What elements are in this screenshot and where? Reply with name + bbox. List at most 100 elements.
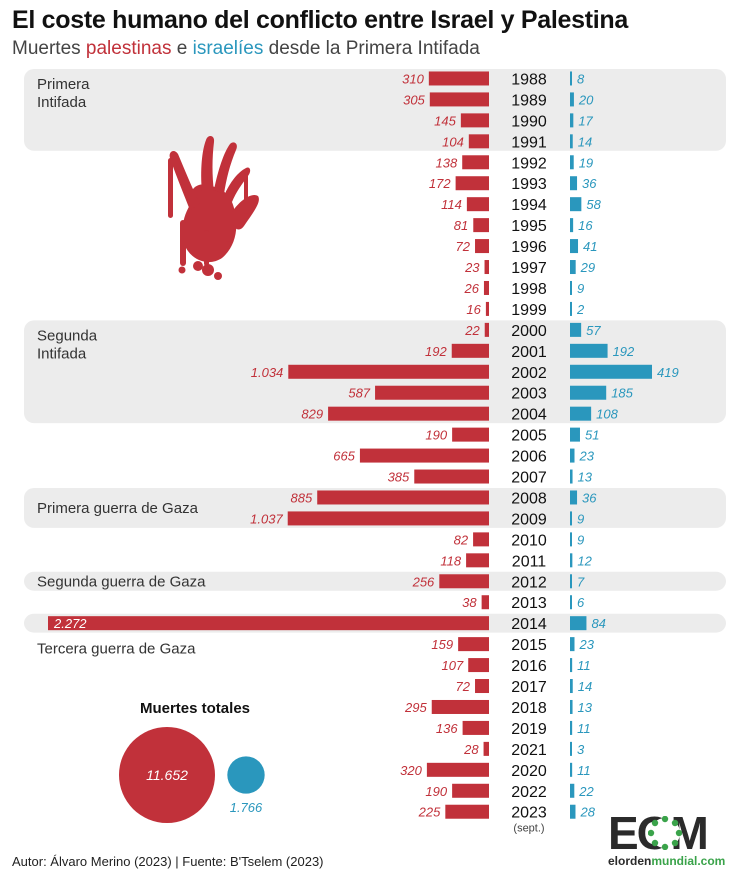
palestinian-bar (484, 260, 489, 275)
year-label: 1994 (511, 197, 547, 214)
palestinian-value-label: 310 (402, 71, 424, 86)
period-label: Primera Intifada (37, 76, 90, 111)
palestinian-bar (426, 762, 489, 777)
israeli-value-label: 3 (577, 742, 585, 757)
israeli-value-label: 36 (582, 176, 597, 191)
period-label-line: Intifada (37, 94, 87, 111)
palestinian-value-label: 1.037 (250, 511, 283, 526)
israeli-value-label: 12 (577, 553, 592, 568)
palestinian-value-label: 665 (333, 449, 355, 464)
israeli-bar (570, 783, 575, 798)
palestinian-value-label: 136 (436, 721, 458, 736)
year-note: (sept.) (513, 823, 544, 835)
period-label-line: Primera guerra de Gaza (37, 500, 199, 517)
palestinian-bar (475, 239, 489, 254)
logo-site-right: mundial.com (651, 854, 726, 868)
palestinian-bar (452, 783, 489, 798)
palestinian-value-label: 385 (388, 470, 410, 485)
israeli-value-label: 419 (657, 365, 679, 380)
palestinian-value-label: 114 (441, 197, 462, 212)
palestinian-value-label: 172 (429, 176, 451, 191)
palestinian-bar (288, 364, 489, 379)
period-label: Segunda Intifada (37, 327, 98, 362)
israeli-value-label: 192 (613, 344, 635, 359)
year-label: 1997 (511, 260, 547, 277)
israeli-value-label: 11 (577, 658, 591, 673)
palestinian-value-label: 190 (425, 428, 447, 443)
israeli-bar (570, 553, 573, 568)
palestinian-value-label: 305 (403, 92, 425, 107)
israeli-value-label: 2 (576, 302, 585, 317)
palestinian-value-label: 118 (440, 553, 461, 568)
israeli-value-label: 41 (583, 239, 597, 254)
year-label: 1991 (511, 134, 547, 151)
year-label: 2017 (511, 679, 547, 696)
palestinian-value-label: 1.034 (251, 365, 284, 380)
year-label: 1999 (511, 302, 547, 319)
israeli-bar (570, 699, 573, 714)
israeli-value-label: 9 (577, 511, 584, 526)
israeli-bar (570, 762, 573, 777)
palestinian-bar (466, 553, 489, 568)
year-label: 2011 (512, 553, 547, 570)
period-label: Segunda guerra de Gaza (37, 573, 206, 590)
year-label: 1995 (511, 218, 547, 235)
israeli-bar (570, 218, 574, 233)
totals-title: Muertes totales (139, 700, 251, 717)
year-label: 2019 (511, 721, 547, 738)
palestinian-bar (452, 427, 489, 442)
year-label: 2013 (511, 595, 547, 612)
israeli-value-label: 16 (578, 218, 593, 233)
israeli-value-label: 28 (579, 805, 595, 820)
palestinian-value-label: 138 (436, 155, 458, 170)
subtitle-prefix: Muertes (12, 38, 86, 59)
israeli-bar (570, 71, 572, 86)
palestinian-bar (445, 804, 489, 819)
palestinian-bar (481, 595, 489, 610)
israeli-bar (570, 616, 587, 631)
israeli-value-label: 9 (577, 281, 584, 296)
israeli-bar (570, 260, 576, 275)
israeli-bar (570, 469, 573, 484)
year-label: 2000 (511, 323, 547, 340)
israeli-bar (570, 176, 578, 191)
israeli-bar (570, 197, 582, 212)
palestinian-bar (468, 134, 489, 149)
year-label: 1993 (511, 176, 547, 193)
period-label-line: Segunda guerra de Gaza (37, 573, 206, 590)
year-label: 2014 (511, 616, 547, 633)
period-label: Tercera guerra de Gaza (37, 641, 196, 658)
year-label: 2023 (511, 805, 547, 822)
israeli-bar (570, 637, 575, 652)
israeli-value-label: 13 (578, 700, 593, 715)
palestinian-bar (48, 616, 489, 631)
israeli-bar (570, 658, 573, 673)
palestinian-bar (458, 637, 489, 652)
year-label: 1996 (511, 239, 547, 256)
logo-site-left: elorden (608, 854, 652, 868)
palestinian-value-label: 23 (464, 260, 480, 275)
year-label: 2020 (511, 763, 547, 780)
israeli-value-label: 23 (579, 449, 595, 464)
year-label: 1988 (511, 71, 547, 88)
year-label: 2007 (511, 470, 547, 487)
israeli-value-label: 14 (578, 679, 592, 694)
israeli-bar (570, 490, 578, 505)
israeli-value-label: 58 (586, 197, 601, 212)
israeli-bar (570, 364, 652, 379)
palestinian-bar (460, 113, 489, 128)
logo-site: elordenmundial.com (608, 854, 748, 868)
palestinian-bar (359, 448, 489, 463)
israeli-bar (570, 741, 572, 756)
palestinian-value-label: 295 (404, 700, 427, 715)
israeli-bar (570, 343, 608, 358)
israeli-value-label: 13 (578, 470, 593, 485)
israeli-bar (570, 679, 573, 694)
palestinian-value-label: 587 (348, 386, 370, 401)
israeli-value-label: 108 (596, 407, 618, 422)
israeli-value-label: 29 (580, 260, 595, 275)
palestinian-bar (414, 469, 489, 484)
israeli-bar (570, 92, 574, 107)
year-label: 2002 (511, 365, 547, 382)
